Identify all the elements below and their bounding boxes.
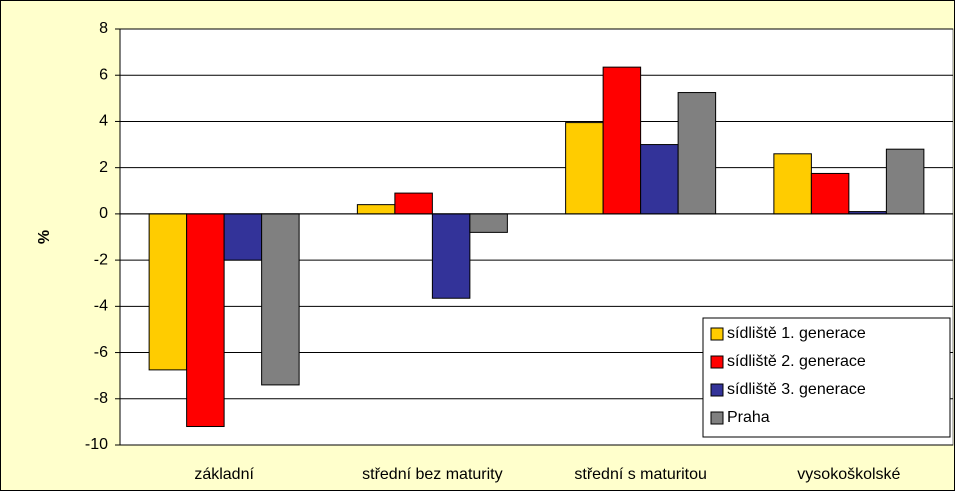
y-axis-label: % [36, 230, 53, 244]
legend-label: sídliště 3. generace [727, 381, 866, 398]
bar [431, 213, 471, 299]
legend-swatch [710, 383, 724, 397]
y-tick-label: -8 [94, 390, 108, 407]
y-tick-label: 2 [99, 159, 108, 176]
legend-label: sídliště 2. generace [727, 353, 866, 370]
y-tick-label: -6 [94, 344, 108, 361]
bar [677, 92, 717, 215]
bar [356, 204, 396, 215]
y-tick-label: -4 [94, 298, 108, 315]
x-tick-label: vysokoškolské [797, 466, 900, 483]
bar [261, 213, 300, 386]
y-tick-label: 4 [99, 113, 108, 130]
legend-swatch [710, 411, 724, 425]
legend-label: Praha [727, 409, 770, 426]
legend [702, 317, 951, 438]
bar [640, 144, 679, 215]
legend-swatch [710, 327, 724, 341]
bar [602, 66, 642, 215]
legend-label: sídliště 1. generace [727, 325, 866, 342]
bar [394, 192, 433, 215]
y-tick-label: 0 [99, 205, 108, 222]
bar [469, 213, 508, 233]
bar [223, 213, 263, 261]
bar [186, 213, 225, 428]
x-tick-label: střední s maturitou [574, 466, 707, 483]
x-tick-label: střední bez maturity [362, 466, 503, 483]
y-tick-label: 6 [99, 66, 108, 83]
legend-swatch [710, 355, 724, 369]
bar [885, 148, 925, 215]
y-tick-label: -10 [85, 436, 108, 453]
bar [565, 122, 604, 215]
y-tick-label: 8 [99, 20, 108, 37]
bar [773, 153, 812, 215]
x-tick-label: základní [194, 466, 254, 483]
y-tick-label: -2 [94, 251, 108, 268]
bar [810, 172, 850, 215]
bar [148, 213, 188, 371]
